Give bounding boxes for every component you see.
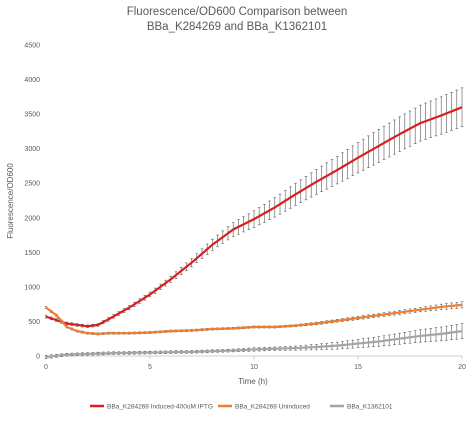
legend-item-2: BBa_K284269 Uninduced — [218, 403, 310, 410]
series-2 — [44, 301, 464, 336]
y-tick-label: 2000 — [24, 215, 40, 222]
series-1 — [44, 87, 464, 328]
x-tick-label: 5 — [148, 364, 152, 371]
x-axis-label: Time (h) — [238, 377, 268, 386]
y-tick-label: 4500 — [24, 43, 40, 50]
series-3 — [44, 323, 464, 360]
series-layer — [44, 87, 464, 360]
x-tick-label: 20 — [458, 364, 466, 371]
y-tick-label: 0 — [36, 354, 40, 361]
legend-item-3: BBa_K1362101 — [330, 403, 393, 410]
chart-title-line-1: Fluorescence/OD600 Comparison between — [127, 6, 348, 18]
y-axis-label: Fluorescence/OD600 — [6, 163, 15, 239]
y-tick-label: 2500 — [24, 181, 40, 188]
error-bar — [460, 301, 464, 309]
y-tick-label: 1000 — [24, 284, 40, 291]
axes: 0 500 1000 1500 2000 2500 3000 3500 4000 4500 0 5 10… — [24, 43, 466, 372]
x-tick-label: 10 — [250, 364, 258, 371]
y-tick-label: 3500 — [24, 112, 40, 119]
legend: BBa_K284269 Induced-400uM IPTG BBa_K28426… — [90, 403, 393, 410]
legend-item-1: BBa_K284269 Induced-400uM IPTG — [90, 403, 213, 410]
x-tick-label: 0 — [44, 364, 48, 371]
y-tick-label: 1500 — [24, 250, 40, 257]
y-tick-label: 500 — [28, 319, 40, 326]
series-line — [45, 303, 463, 335]
legend-label: BBa_K284269 Induced-400uM IPTG — [107, 403, 213, 410]
series-line — [45, 330, 463, 359]
legend-label: BBa_K284269 Uninduced — [235, 403, 310, 410]
series-line — [45, 106, 463, 328]
legend-label: BBa_K1362101 — [347, 403, 393, 410]
chart-title-line-2: BBa_K284269 and BBa_K1362101 — [147, 21, 327, 33]
y-tick-label: 4000 — [24, 77, 40, 84]
x-tick-label: 15 — [354, 364, 362, 371]
y-tick-label: 3000 — [24, 146, 40, 153]
